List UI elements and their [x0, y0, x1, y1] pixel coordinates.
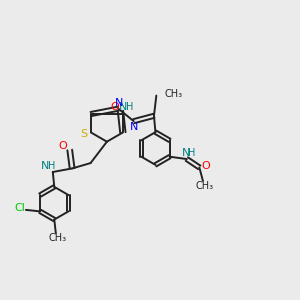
Text: CH₃: CH₃ — [165, 89, 183, 99]
Text: H: H — [126, 102, 133, 112]
Text: O: O — [59, 141, 68, 152]
Text: O: O — [202, 161, 210, 172]
Text: N: N — [41, 161, 50, 171]
Text: S: S — [80, 129, 87, 139]
Text: O: O — [111, 103, 119, 112]
Text: H: H — [188, 148, 196, 158]
Text: N: N — [130, 122, 139, 132]
Text: N: N — [115, 98, 123, 108]
Text: CH₃: CH₃ — [195, 181, 213, 191]
Text: N: N — [119, 102, 128, 112]
Text: Cl: Cl — [14, 203, 26, 213]
Text: CH₃: CH₃ — [48, 233, 66, 243]
Text: N: N — [182, 148, 190, 158]
Text: H: H — [48, 161, 55, 171]
